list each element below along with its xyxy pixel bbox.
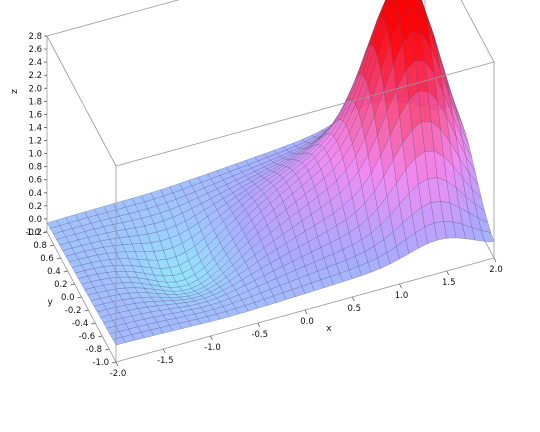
z-tick-label: 2.6 bbox=[28, 45, 42, 55]
y-tick-mark bbox=[42, 231, 48, 234]
y-tick-label: 1.0 bbox=[26, 228, 40, 238]
z-tick-label: 2.4 bbox=[28, 58, 42, 68]
x-axis: -2.0 -1.5 -1.0 -0.5 0.0 0.5 1.0 1.5 2.0 x bbox=[110, 257, 503, 379]
z-tick-label: 1.0 bbox=[28, 150, 42, 160]
x-tick-label: 1.0 bbox=[395, 291, 409, 301]
y-tick-mark bbox=[84, 309, 89, 312]
z-tick-label: 0.2 bbox=[28, 202, 42, 212]
x-tick-label: -1.5 bbox=[157, 356, 174, 366]
y-tick-label: -0.2 bbox=[65, 306, 82, 316]
y-tick-label: -0.6 bbox=[79, 332, 96, 342]
z-tick-label: 1.6 bbox=[28, 110, 42, 120]
bounding-box-front bbox=[46, 0, 495, 363]
box-edge-back-3 bbox=[46, 35, 117, 167]
z-tick-label: 2.2 bbox=[28, 71, 42, 81]
z-axis-label: z bbox=[10, 89, 20, 94]
x-tick-label: -1.0 bbox=[204, 343, 221, 353]
x-tick-label: -0.5 bbox=[251, 330, 268, 340]
y-tick-mark bbox=[111, 361, 117, 364]
x-tick-mark bbox=[257, 322, 261, 328]
z-tick-label: -0.2 bbox=[25, 228, 42, 238]
x-tick-label: 1.5 bbox=[442, 278, 456, 288]
x-tick-label: -2.0 bbox=[110, 369, 127, 379]
x-tick-mark bbox=[399, 283, 402, 289]
x-tick-mark bbox=[493, 257, 497, 263]
y-tick-label: 0.0 bbox=[61, 293, 75, 303]
box-edge-back-1 bbox=[46, 0, 180, 37]
y-tick-mark bbox=[77, 296, 82, 299]
z-tick-label: 2.8 bbox=[28, 32, 42, 42]
y-tick-mark bbox=[63, 270, 68, 273]
x-tick-mark bbox=[162, 348, 166, 354]
y-axis: -1.0 -0.8 -0.6 -0.4 -0.2 0.0 0.2 0.4 0.6 0.8 1.0 y bbox=[26, 228, 117, 368]
x-tick-mark bbox=[304, 309, 308, 315]
y-tick-label: 0.2 bbox=[54, 280, 68, 290]
z-tick-label: 0.6 bbox=[28, 176, 42, 186]
x-tick-mark bbox=[446, 270, 450, 276]
y-tick-label: -0.8 bbox=[86, 345, 103, 355]
x-tick-label: 0.5 bbox=[347, 304, 361, 314]
surface-patch bbox=[377, 0, 388, 19]
y-tick-mark bbox=[56, 257, 61, 260]
y-tick-mark bbox=[105, 348, 110, 351]
x-axis-label: x bbox=[326, 324, 332, 334]
box-edge-front-0 bbox=[115, 61, 495, 167]
y-tick-label: 0.6 bbox=[40, 254, 54, 264]
x-tick-mark bbox=[210, 335, 213, 341]
z-tick-label: 2.0 bbox=[28, 84, 42, 94]
x-tick-label: 0.0 bbox=[300, 317, 314, 327]
y-tick-mark bbox=[91, 322, 96, 325]
x-tick-label: 2.0 bbox=[489, 265, 503, 275]
surface-patch bbox=[395, 0, 400, 5]
z-tick-label: 0.0 bbox=[28, 215, 42, 225]
z-tick-label: 1.4 bbox=[28, 123, 42, 133]
z-tick-label: 0.8 bbox=[28, 163, 42, 173]
z-tick-label: 0.4 bbox=[28, 189, 42, 199]
y-tick-mark bbox=[49, 244, 54, 247]
y-tick-label: 0.4 bbox=[47, 267, 61, 277]
y-axis-label: y bbox=[48, 297, 54, 307]
surface-mesh bbox=[46, 0, 495, 346]
y-tick-mark bbox=[98, 335, 103, 338]
z-tick-label: 1.8 bbox=[28, 97, 42, 107]
y-tick-label: -0.4 bbox=[72, 319, 89, 329]
y-tick-label: 0.8 bbox=[33, 241, 47, 251]
y-tick-mark bbox=[70, 283, 75, 286]
x-tick-mark bbox=[115, 361, 119, 367]
z-tick-label: 1.2 bbox=[28, 137, 42, 147]
box-edge-front-1 bbox=[460, 0, 495, 63]
z-axis: -0.2 0.0 0.2 0.4 0.6 0.8 1.0 1.2 1.4 1.6 1.8 2.0 2.2… bbox=[10, 32, 47, 238]
y-tick-label: -1.0 bbox=[92, 358, 109, 368]
surface-patch bbox=[380, 0, 392, 19]
x-tick-mark bbox=[351, 296, 355, 302]
